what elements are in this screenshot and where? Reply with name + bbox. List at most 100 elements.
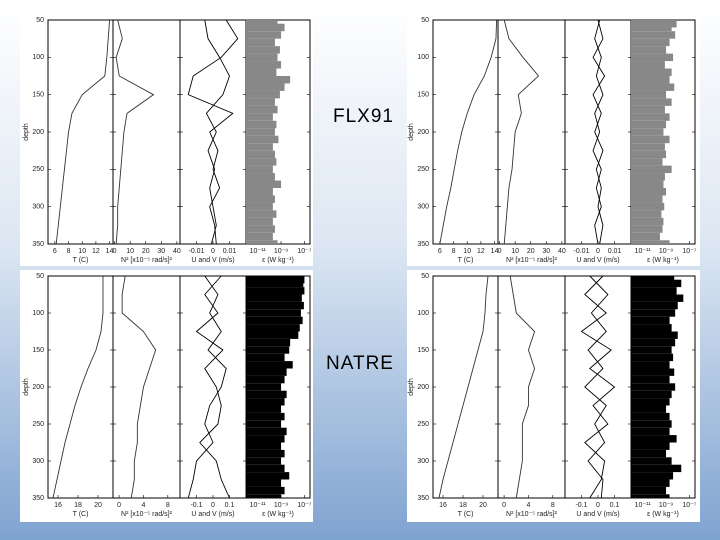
dissipation-bar: [631, 442, 670, 450]
dissipation-bar: [631, 240, 670, 244]
profile-line: [503, 19, 540, 245]
dissipation-bar: [631, 316, 670, 325]
x-axis-label: N² [x10⁻⁵ rad/s]²: [121, 257, 173, 264]
dissipation-bar: [246, 457, 282, 465]
y-tick-label: 50: [421, 273, 429, 280]
dissipation-bar: [631, 135, 670, 144]
x-tick-label: 10: [511, 248, 519, 255]
x-axis-label: N² [x10⁻⁵ rad/s]²: [121, 511, 173, 518]
dissipation-bar: [631, 61, 665, 69]
dissipation-bar: [631, 31, 676, 39]
x-tick-label: 0.01: [223, 248, 237, 255]
x-axis-label: N² [x10⁻⁵ rad/s]²: [506, 257, 558, 264]
dissipation-bar: [631, 435, 677, 443]
dissipation-bar: [246, 90, 280, 99]
x-tick-label: -0.1: [575, 502, 587, 509]
dissipation-bar: [246, 61, 282, 69]
y-tick-label: 250: [417, 421, 429, 428]
dissipation-bar: [631, 494, 670, 498]
dissipation-bar: [246, 165, 273, 174]
x-axis-label: U and V (m/s): [191, 257, 234, 264]
x-tick-label: 0.1: [225, 502, 235, 509]
dissipation-bar: [246, 324, 300, 332]
dissipation-bar: [631, 338, 676, 347]
dissipation-bar: [631, 180, 664, 188]
dissipation-bar: [631, 346, 672, 354]
y-tick-label: 150: [417, 347, 429, 354]
dissipation-bar: [246, 361, 293, 369]
dissipation-bar: [246, 346, 290, 354]
x-tick-label: 0: [502, 502, 506, 509]
y-tick-label: 350: [32, 495, 44, 502]
x-tick-label: 10: [126, 248, 134, 255]
x-tick-label: 10⁻¹¹: [250, 248, 267, 255]
x-tick-label: 4: [527, 502, 531, 509]
x-tick-label: 0.01: [608, 248, 622, 255]
profile-line: [580, 275, 616, 499]
dissipation-bar: [246, 23, 285, 32]
dissipation-bar: [631, 464, 682, 473]
dissipation-bar: [631, 301, 678, 310]
x-tick-label: 10⁻⁷: [682, 502, 696, 509]
x-tick-label: 20: [142, 248, 150, 255]
dissipation-bar: [246, 390, 287, 399]
x-tick-label: 6: [438, 248, 442, 255]
dissipation-bar: [631, 427, 670, 436]
y-tick-label: 50: [36, 17, 44, 24]
dissipation-bar: [631, 188, 667, 196]
dissipation-bar: [631, 173, 665, 181]
dissipation-bar: [246, 217, 273, 226]
dissipation-bar: [246, 150, 275, 159]
dissipation-bar: [246, 31, 282, 39]
x-tick-label: 10⁻⁹: [659, 248, 673, 255]
site-label: NATRE: [326, 353, 394, 374]
x-tick-label: 8: [67, 248, 71, 255]
y-tick-label: 200: [417, 384, 429, 391]
dissipation-bar: [246, 83, 285, 91]
dissipation-bar: [631, 165, 672, 174]
dissipation-bar: [246, 113, 273, 121]
dissipation-bar: [631, 472, 674, 480]
y-tick-label: 250: [32, 166, 44, 173]
dissipation-bar: [246, 38, 275, 47]
profile-line: [52, 276, 104, 499]
dissipation-bar: [246, 135, 279, 144]
dissipation-bar: [631, 195, 663, 203]
dissipation-bar: [246, 375, 285, 384]
dissipation-bar: [246, 225, 275, 233]
y-tick-label: 300: [417, 458, 429, 465]
dissipation-bar: [246, 316, 303, 325]
x-tick-label: 0: [113, 248, 117, 255]
profile-line: [439, 19, 498, 245]
y-tick-label: 150: [32, 92, 44, 99]
dissipation-bar: [631, 113, 670, 121]
y-tick-label: 100: [417, 310, 429, 317]
x-axis-label: T (C): [73, 257, 89, 264]
dissipation-bar: [631, 294, 684, 302]
dissipation-bar: [631, 76, 670, 84]
x-tick-label: 10: [463, 248, 471, 255]
y-tick-label: 200: [417, 129, 429, 136]
x-tick-label: 10⁻⁷: [297, 502, 311, 509]
x-tick-label: 18: [74, 502, 82, 509]
dissipation-bar: [246, 405, 282, 413]
x-axis-label: U and V (m/s): [576, 257, 619, 264]
x-tick-label: 8: [452, 248, 456, 255]
x-tick-label: 8: [551, 502, 555, 509]
dissipation-bar: [631, 150, 667, 159]
dissipation-bar: [631, 383, 676, 391]
dissipation-bar: [631, 128, 664, 136]
dissipation-bar: [631, 90, 667, 99]
dissipation-bar: [246, 309, 301, 317]
dissipation-bar: [631, 309, 676, 317]
x-tick-label: 10⁻¹¹: [635, 502, 652, 509]
dissipation-bar: [631, 98, 672, 106]
y-axis-label: depth: [408, 123, 415, 141]
profile-line: [187, 275, 227, 499]
dissipation-bar: [631, 143, 665, 151]
x-tick-label: 0: [596, 502, 600, 509]
dissipation-bar: [246, 383, 282, 391]
x-axis-label: U and V (m/s): [191, 511, 234, 518]
x-tick-label: 12: [477, 248, 485, 255]
dissipation-bar: [246, 486, 285, 495]
